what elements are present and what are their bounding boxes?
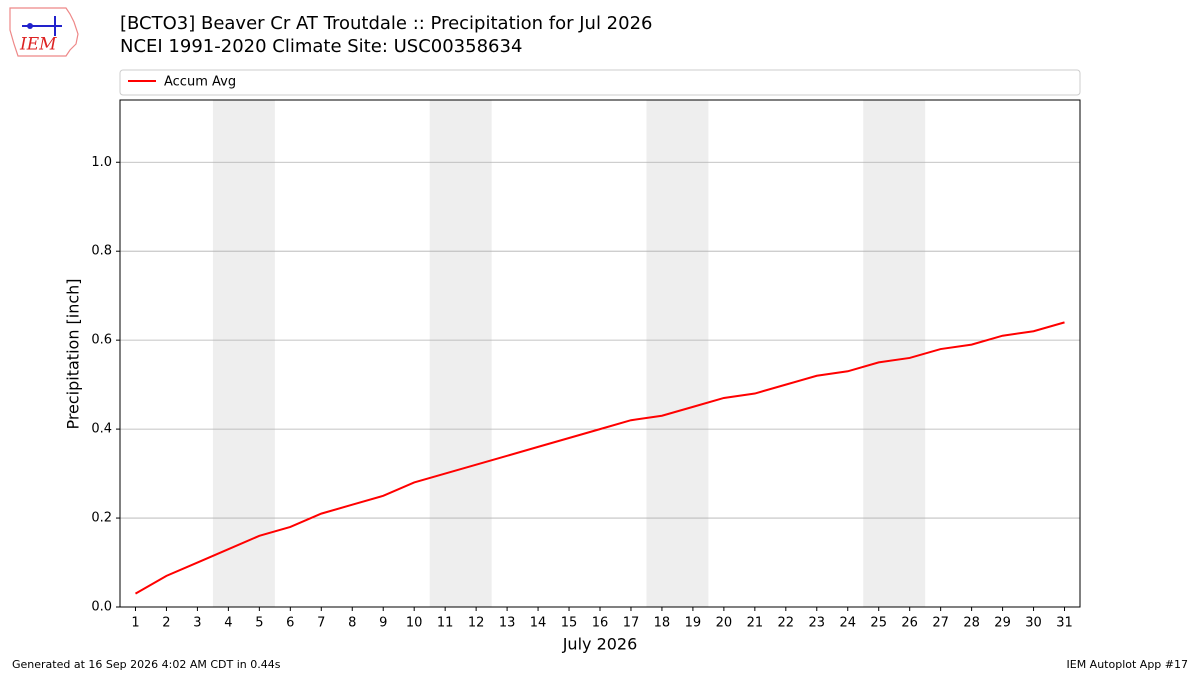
x-tick-label: 15: [561, 616, 578, 631]
x-tick-label: 1: [131, 616, 139, 631]
x-tick-label: 9: [379, 616, 387, 631]
x-tick-label: 12: [468, 616, 485, 631]
x-tick-label: 10: [406, 616, 423, 631]
x-tick-label: 17: [623, 616, 640, 631]
x-tick-label: 27: [932, 616, 949, 631]
weekend-band: [863, 100, 926, 607]
x-tick-label: 23: [809, 616, 826, 631]
x-tick-label: 24: [839, 616, 856, 631]
y-tick-label: 0.8: [91, 244, 112, 259]
x-tick-label: 20: [716, 616, 733, 631]
x-tick-label: 18: [654, 616, 671, 631]
x-tick-label: 30: [1025, 616, 1042, 631]
data-line: [134, 321, 1065, 595]
legend-box: [119, 69, 1081, 96]
y-tick-label: 0.6: [91, 333, 112, 348]
x-tick-label: 19: [685, 616, 702, 631]
x-tick-label: 7: [317, 616, 325, 631]
x-tick-label: 16: [592, 616, 609, 631]
x-tick-label: 14: [530, 616, 547, 631]
footer-left: Generated at 16 Sep 2026 4:02 AM CDT in …: [12, 658, 281, 671]
footer-right: IEM Autoplot App #17: [1067, 658, 1189, 671]
x-tick-label: 4: [224, 616, 232, 631]
y-tick-label: 0.0: [91, 600, 112, 615]
logo-text: IEM: [19, 35, 57, 55]
x-tick-label: 8: [348, 616, 356, 631]
chart-subtitle: NCEI 1991-2020 Climate Site: USC00358634: [120, 36, 522, 57]
x-tick-label: 11: [437, 616, 454, 631]
x-tick-label: 6: [286, 616, 294, 631]
logo-icon: [27, 23, 33, 29]
x-tick-label: 28: [963, 616, 980, 631]
logo: IEM: [9, 7, 79, 57]
x-axis-label: July 2026: [562, 635, 638, 654]
weekend-band: [646, 100, 709, 607]
x-tick-label: 3: [193, 616, 201, 631]
weekend-band: [429, 100, 492, 607]
legend-label: Accum Avg: [164, 75, 236, 90]
chart-title: [BCTO3] Beaver Cr AT Troutdale :: Precip…: [120, 13, 653, 34]
x-tick-label: 25: [870, 616, 887, 631]
y-tick-label: 0.2: [91, 511, 112, 526]
x-tick-label: 31: [1056, 616, 1073, 631]
y-axis-label: Precipitation [inch]: [64, 278, 83, 429]
x-tick-label: 13: [499, 616, 516, 631]
x-tick-label: 26: [901, 616, 918, 631]
y-tick-label: 1.0: [91, 155, 112, 170]
logo-outline: [9, 7, 79, 57]
x-tick-label: 2: [162, 616, 170, 631]
x-tick-label: 22: [778, 616, 795, 631]
x-tick-label: 5: [255, 616, 263, 631]
x-tick-label: 21: [747, 616, 764, 631]
plot-frame: [119, 99, 1081, 608]
weekend-band: [212, 100, 275, 607]
x-tick-label: 29: [994, 616, 1011, 631]
y-tick-label: 0.4: [91, 422, 112, 437]
